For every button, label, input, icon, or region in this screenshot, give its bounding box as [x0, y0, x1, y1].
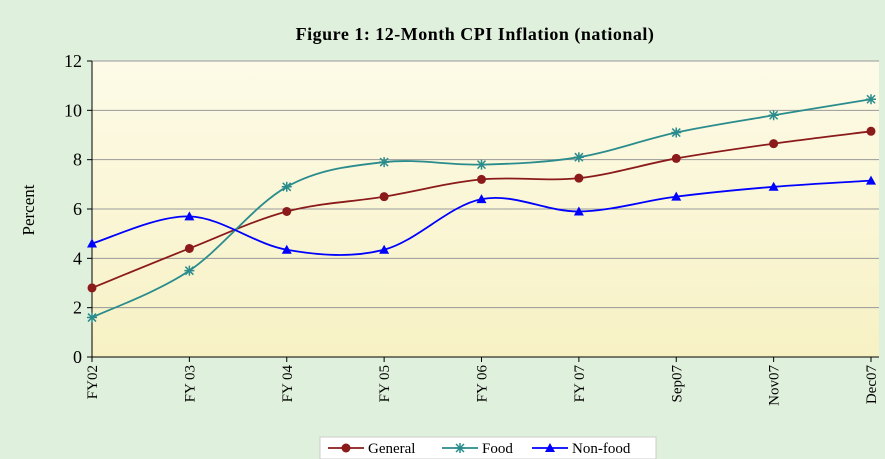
marker	[768, 181, 779, 191]
marker	[477, 174, 486, 184]
marker	[184, 211, 195, 221]
marker	[769, 139, 779, 149]
x-tick-label: FY 07	[572, 365, 588, 403]
marker	[379, 192, 389, 202]
legend-label: Food	[482, 441, 513, 457]
x-tick-label: Dec07	[864, 365, 880, 405]
legend-label: General	[368, 441, 415, 457]
marker	[87, 283, 97, 293]
marker	[341, 443, 351, 453]
marker	[866, 126, 876, 136]
x-tick-label: Sep07	[669, 365, 685, 403]
legend-label: Non-food	[572, 441, 631, 457]
legend: General Food Non-food	[319, 436, 657, 459]
marker	[768, 110, 779, 121]
marker	[573, 152, 584, 163]
y-tick-label: 6	[73, 199, 82, 219]
marker	[574, 173, 584, 183]
y-tick-label: 0	[73, 347, 82, 367]
marker	[671, 191, 682, 201]
marker	[573, 206, 584, 216]
y-tick-label: 4	[73, 248, 82, 268]
marker	[281, 244, 292, 254]
x-tick-label: FY02	[85, 365, 101, 399]
marker	[476, 194, 487, 204]
x-tick-label: Nov07	[767, 365, 783, 406]
marker	[184, 265, 195, 276]
chart-title: Figure 1: 12-Month CPI Inflation (nation…	[296, 24, 655, 45]
marker	[476, 159, 487, 170]
marker	[184, 243, 194, 253]
marker	[379, 157, 390, 168]
y-axis-label: Percent	[19, 184, 38, 235]
x-tick-label: FY 03	[182, 365, 198, 402]
marker	[866, 175, 876, 185]
y-tick-label: 10	[64, 100, 82, 120]
y-tick-label: 8	[73, 150, 82, 170]
x-tick-label: FY 05	[377, 365, 393, 402]
marker	[866, 94, 876, 105]
marker	[379, 244, 390, 254]
x-tick-label: FY 06	[475, 365, 491, 403]
marker	[671, 127, 682, 138]
y-tick-label: 2	[73, 298, 82, 318]
marker	[455, 443, 465, 453]
x-tick-label: FY 04	[280, 365, 296, 403]
y-tick-label: 12	[64, 51, 82, 71]
marker	[671, 153, 681, 163]
marker	[87, 312, 97, 323]
marker	[87, 238, 97, 248]
marker	[545, 443, 555, 452]
legend-box	[319, 436, 657, 459]
marker	[282, 206, 292, 216]
marker	[281, 181, 292, 192]
